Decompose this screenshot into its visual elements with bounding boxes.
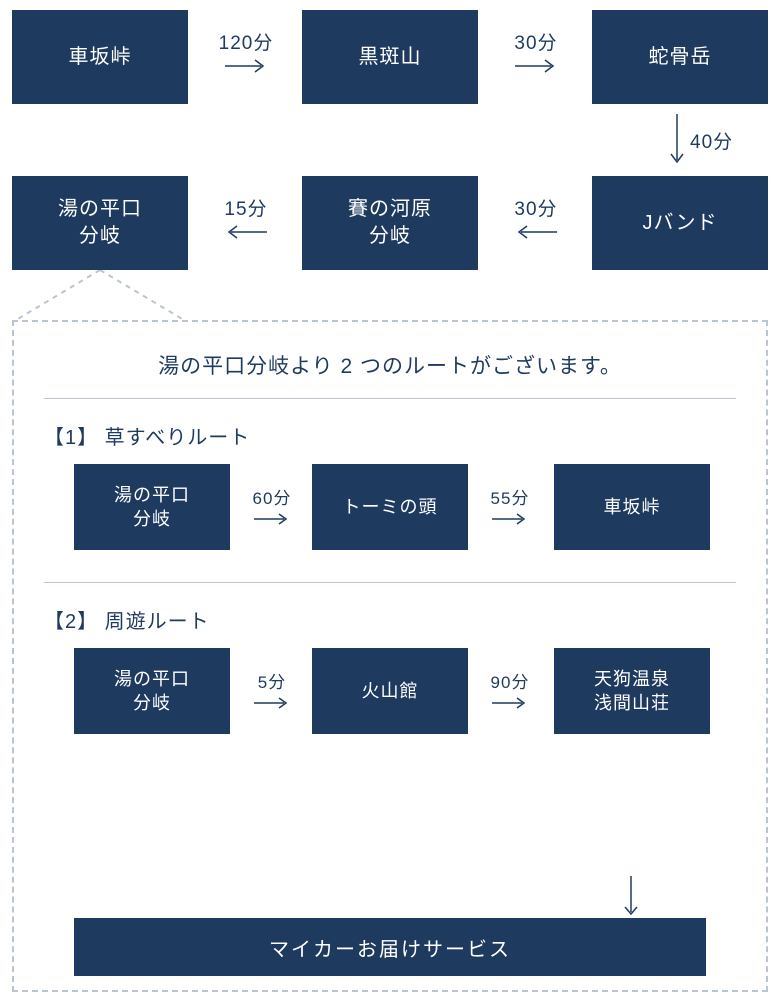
arrow-label: 5分: [258, 668, 286, 693]
arrow-right-icon: [252, 697, 292, 709]
r1-node-1: 湯の平口 分岐: [74, 464, 230, 550]
node-sainokawara: 賽の河原 分岐: [302, 176, 478, 270]
route2-row: 湯の平口 分岐 5分 火山館 90分 天狗温泉 浅間山荘: [44, 648, 736, 738]
node-label: トーミの頭: [343, 495, 438, 519]
arrow-left-icon: [223, 225, 269, 239]
arrow-label: 60分: [253, 484, 292, 509]
node-label: 車坂峠: [69, 44, 132, 71]
arrow-left-icon: [513, 225, 559, 239]
node-label: Jバンド: [643, 210, 718, 237]
r2-node-2: 火山館: [312, 648, 468, 734]
node-label: 湯の平口 分岐: [114, 483, 190, 532]
node-label: 車坂峠: [604, 495, 661, 519]
node-label: 黒斑山: [359, 44, 422, 71]
arrow-down-icon: [624, 874, 638, 920]
r2-arrow-2: 90分: [474, 668, 546, 709]
r1-node-2: トーミの頭: [312, 464, 468, 550]
arrow-label: 90分: [491, 668, 530, 693]
r1-node-3: 車坂峠: [554, 464, 710, 550]
route2-title: 【2】 周遊ルート: [14, 583, 766, 648]
node-kurumazaka: 車坂峠: [12, 10, 188, 104]
arrow-r2-2: 30分: [486, 194, 586, 239]
arrow-label: 55分: [491, 484, 530, 509]
arrow-right-icon: [223, 59, 269, 73]
arrow-label: 30分: [514, 194, 557, 221]
callout-title: 湯の平口分岐より 2 つのルートがございます。: [14, 322, 766, 398]
callout-box: 湯の平口分岐より 2 つのルートがございます。 【1】 草すべりルート 湯の平口…: [12, 320, 768, 992]
node-jband: Jバンド: [592, 176, 768, 270]
r2-node-3: 天狗温泉 浅間山荘: [554, 648, 710, 734]
node-label: 火山館: [362, 679, 419, 703]
node-label: 湯の平口 分岐: [58, 196, 142, 250]
arrow-label: 30分: [514, 28, 557, 55]
arrow-right-icon: [252, 513, 292, 525]
r1-arrow-1: 60分: [236, 484, 308, 525]
route1-title: 【1】 草すべりルート: [14, 399, 766, 464]
arrow-down-1: 40分: [670, 112, 733, 168]
arrow-label: 120分: [219, 28, 274, 55]
r1-arrow-2: 55分: [474, 484, 546, 525]
node-label: 蛇骨岳: [649, 44, 712, 71]
arrow-right-icon: [513, 59, 559, 73]
r2-node-1: 湯の平口 分岐: [74, 648, 230, 734]
arrow-r1-1: 120分: [196, 28, 296, 73]
route1-row: 湯の平口 分岐 60分 トーミの頭 55分 車坂峠: [44, 464, 736, 554]
arrow-down-icon: [670, 112, 684, 168]
node-kurofu: 黒斑山: [302, 10, 478, 104]
arrow-r1-2: 30分: [486, 28, 586, 73]
service-label: マイカーお届けサービス: [269, 933, 511, 962]
arrow-label: 15分: [224, 194, 267, 221]
service-box: マイカーお届けサービス: [74, 918, 706, 976]
arrow-right-icon: [490, 513, 530, 525]
arrow-right-icon: [490, 697, 530, 709]
node-yunodaira: 湯の平口 分岐: [12, 176, 188, 270]
node-label: 天狗温泉 浅間山荘: [594, 667, 670, 716]
node-label: 湯の平口 分岐: [114, 667, 190, 716]
node-jakotsu: 蛇骨岳: [592, 10, 768, 104]
r2-arrow-1: 5分: [236, 668, 308, 709]
dash-connector-icon: [12, 270, 188, 320]
node-label: 賽の河原 分岐: [348, 196, 432, 250]
arrow-label: 40分: [690, 127, 733, 154]
arrow-r2-1: 15分: [196, 194, 296, 239]
